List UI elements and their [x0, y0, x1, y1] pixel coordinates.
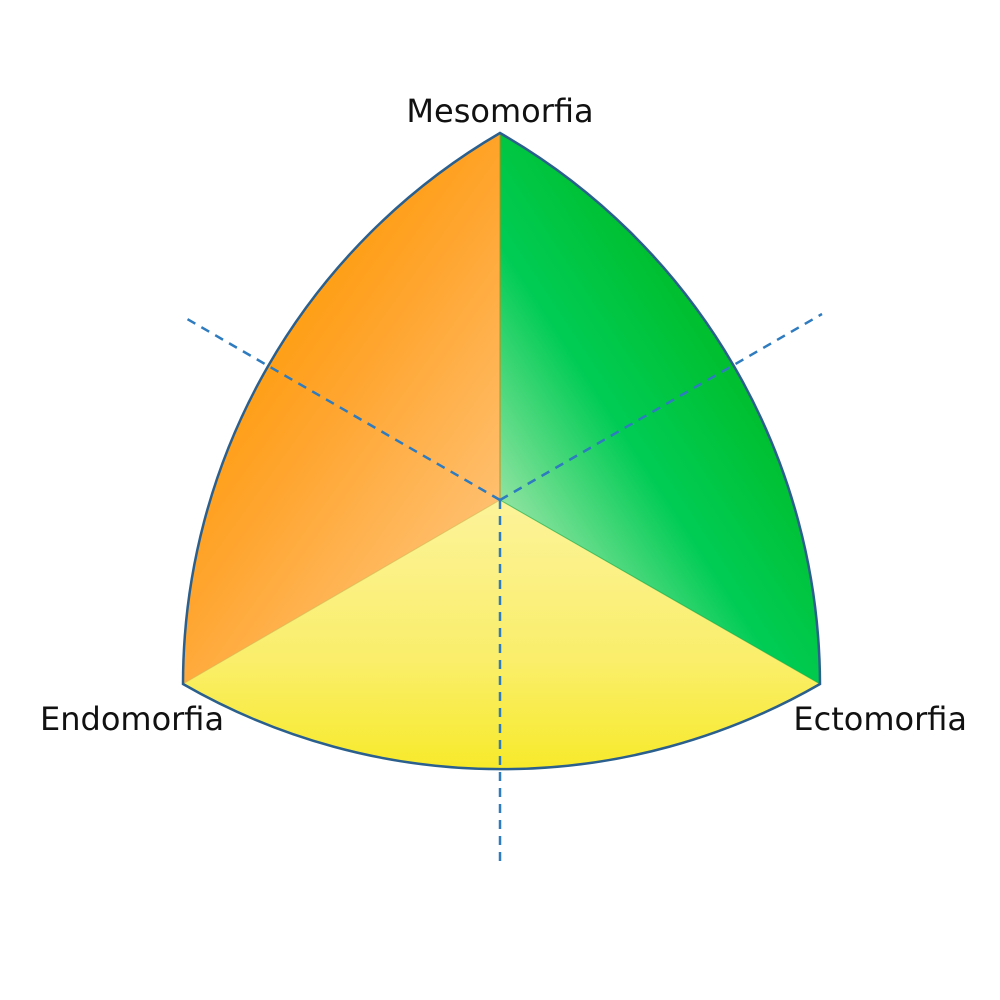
vertex-label-endomorfia: Endomorfia — [40, 700, 225, 738]
axis-dashed-upper-right — [499, 312, 823, 502]
sector-divider-right — [499, 499, 821, 685]
diagram-outline — [181, 131, 822, 771]
ectomorfia-sector — [183, 500, 820, 770]
vertex-label-mesomorfia: Mesomorfia — [406, 92, 594, 130]
sector-divider-left — [182, 499, 501, 685]
axis-dashed-upper-left — [181, 314, 501, 502]
vertex-label-ectomorfia: Ectomorfia — [793, 700, 967, 738]
